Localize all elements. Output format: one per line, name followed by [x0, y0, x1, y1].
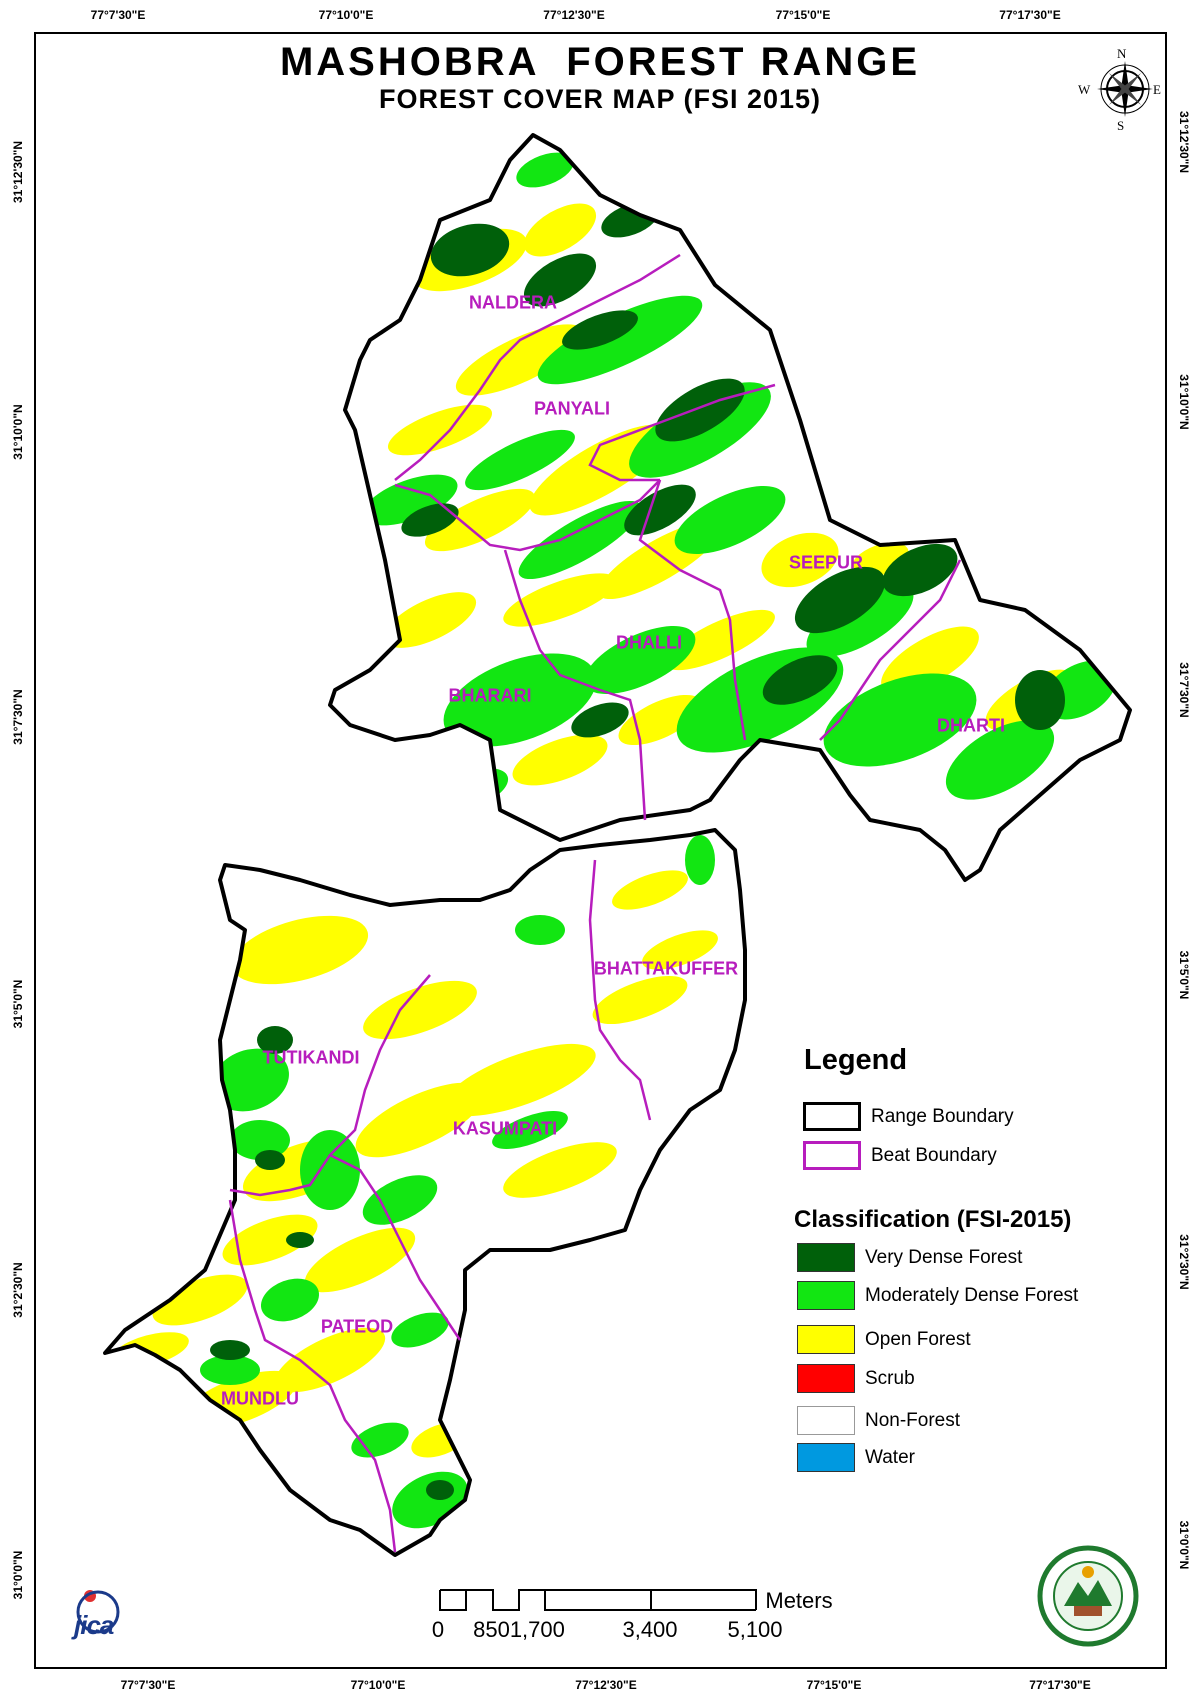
scale-label: 5,100 — [727, 1617, 783, 1642]
north-block-cover — [330, 135, 1130, 850]
legend-label: Moderately Dense Forest — [865, 1284, 1079, 1306]
water-swatch — [797, 1443, 855, 1472]
beat-label-panyali: PANYALI — [533, 398, 611, 419]
legend-label: Open Forest — [865, 1328, 971, 1350]
top-lon-tick: 77°10'0"E — [318, 8, 374, 22]
legend-label: Range Boundary — [871, 1105, 1014, 1127]
legend-label: Water — [865, 1446, 915, 1468]
open-forest-swatch — [797, 1325, 855, 1354]
very-dense-forest-swatch — [797, 1243, 855, 1272]
scale-label: 0 — [431, 1617, 445, 1642]
beat-label-tutikandi: TUTIKANDI — [262, 1047, 360, 1068]
beat-label-dharti: DHARTI — [937, 715, 1005, 736]
beat-label-bharari: BHARARI — [448, 685, 532, 706]
range-boundary-swatch — [803, 1102, 861, 1131]
jica-logo-icon — [76, 1590, 120, 1634]
legend-range-boundary: Range Boundary — [803, 1102, 1014, 1131]
beat-boundary-swatch — [803, 1141, 861, 1170]
legend-very-dense-forest: Very Dense Forest — [797, 1243, 1022, 1272]
top-lon-tick: 77°15'0"E — [775, 8, 831, 22]
beat-label-dhalli: DHALLI — [616, 632, 682, 653]
scale-bar-graphic — [439, 1589, 757, 1611]
scale-label: 8501,700 — [473, 1617, 565, 1642]
forest-department-emblem-icon — [1037, 1545, 1139, 1647]
compass-south-label: S — [1117, 118, 1125, 133]
legend-label: Beat Boundary — [871, 1144, 997, 1166]
map-title: MASHOBRA FOREST RANGE — [279, 40, 921, 84]
legend-label: Scrub — [865, 1367, 915, 1389]
beat-label-kasumpati: KASUMPATI — [452, 1118, 558, 1139]
south-block-cover — [105, 830, 745, 1555]
beat-label-mundlu: MUNDLU — [221, 1388, 299, 1409]
top-lon-tick: 77°12'30"E — [543, 8, 605, 22]
jica-logo-text: jica — [74, 1610, 114, 1640]
scale-unit: Meters — [765, 1588, 833, 1613]
beat-label-pateod: PATEOD — [320, 1316, 394, 1337]
scale-label: 3,400 — [622, 1617, 678, 1642]
beat-label-seepur: SEEPUR — [788, 552, 864, 573]
beat-boundaries-north — [394, 253, 962, 821]
legend-label: Non-Forest — [865, 1409, 961, 1431]
classification-title: Classification (FSI-2015) — [794, 1206, 1072, 1233]
legend-beat-boundary: Beat Boundary — [803, 1141, 997, 1170]
map-frame — [34, 32, 1167, 1669]
beat-label-bhattakuffer: BHATTAKUFFER — [593, 958, 739, 979]
range-boundary-north — [328, 133, 1132, 882]
compass-west-label: W — [1078, 82, 1091, 97]
bottom-lon-tick: 77°12'30"E — [575, 1678, 637, 1692]
legend-open-forest: Open Forest — [797, 1325, 971, 1354]
legend-scrub: Scrub — [797, 1364, 915, 1393]
bottom-lon-tick: 77°10'0"E — [350, 1678, 406, 1692]
legend-non-forest: Non-Forest — [797, 1406, 960, 1435]
legend-water: Water — [797, 1443, 915, 1472]
compass-east-label: E — [1153, 82, 1161, 97]
bottom-lon-tick: 77°15'0"E — [806, 1678, 862, 1692]
non-forest-swatch — [797, 1406, 855, 1435]
top-lon-tick: 77°17'30"E — [999, 8, 1061, 22]
legend-moderately-dense-forest: Moderately Dense Forest — [797, 1281, 1078, 1310]
scrub-swatch — [797, 1364, 855, 1393]
beat-label-naldera: NALDERA — [469, 292, 557, 313]
legend-label: Very Dense Forest — [865, 1246, 1023, 1268]
bottom-lon-tick: 77°7'30"E — [120, 1678, 176, 1692]
beat-boundaries-south — [228, 859, 652, 1553]
compass-rose-icon — [1097, 61, 1153, 117]
top-lon-tick: 77°7'30"E — [90, 8, 146, 22]
map-subtitle: FOREST COVER MAP (FSI 2015) — [378, 84, 822, 114]
compass-north-label: N — [1117, 46, 1127, 61]
range-boundary-south — [103, 828, 747, 1557]
moderately-dense-forest-swatch — [797, 1281, 855, 1310]
legend-title: Legend — [804, 1044, 908, 1076]
bottom-lon-tick: 77°17'30"E — [1029, 1678, 1091, 1692]
